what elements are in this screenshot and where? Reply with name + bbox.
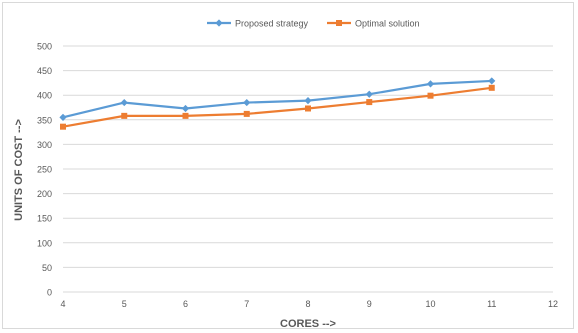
x-tick-label: 6 xyxy=(183,299,188,309)
y-tick-label: 200 xyxy=(37,189,52,199)
optimal-solution-point xyxy=(60,123,66,130)
x-axis-label: CORES --> xyxy=(280,318,336,330)
chart-frame xyxy=(2,2,574,329)
x-tick-label: 4 xyxy=(60,299,65,309)
proposed-strategy-point xyxy=(426,80,435,88)
optimal-solution-point xyxy=(366,99,373,106)
y-tick-label: 50 xyxy=(42,263,52,273)
optimal-solution-point xyxy=(182,112,189,119)
y-tick-label: 500 xyxy=(37,42,52,52)
legend: Proposed strategy Optimal solution xyxy=(207,19,420,29)
proposed-strategy-point xyxy=(181,104,190,113)
proposed-strategy-point xyxy=(243,98,251,107)
legend-proposed-strategy-marker xyxy=(215,19,223,27)
legend-proposed-strategy-label: Proposed strategy xyxy=(235,19,309,29)
y-tick-label: 400 xyxy=(37,91,52,101)
x-axis: 4 5 6 7 8 9 10 11 12 xyxy=(60,299,558,309)
proposed-strategy-line xyxy=(62,79,492,119)
series-group xyxy=(59,77,496,130)
proposed-strategy-point xyxy=(365,90,373,98)
y-axis: 0 50 100 150 200 250 300 350 400 450 500 xyxy=(37,42,52,298)
y-axis-label: UNITS OF COST --> xyxy=(13,119,25,221)
x-tick-label: 8 xyxy=(305,299,310,309)
legend-optimal-solution-marker xyxy=(336,20,342,26)
y-tick-label: 350 xyxy=(37,115,52,125)
x-tick-label: 12 xyxy=(548,299,558,309)
y-tick-label: 450 xyxy=(37,66,52,76)
optimal-solution-point xyxy=(305,105,311,112)
x-tick-label: 7 xyxy=(244,299,249,309)
gridlines xyxy=(63,45,553,293)
x-tick-label: 9 xyxy=(367,299,372,309)
y-tick-label: 0 xyxy=(47,288,52,298)
y-tick-label: 100 xyxy=(37,238,52,248)
legend-optimal-solution-label: Optimal solution xyxy=(355,19,420,29)
optimal-solution-point xyxy=(427,92,434,99)
optimal-solution-point xyxy=(243,110,250,117)
x-tick-label: 5 xyxy=(122,299,127,309)
y-tick-label: 150 xyxy=(37,214,52,224)
optimal-solution-point xyxy=(121,112,128,119)
optimal-solution-line xyxy=(62,86,492,128)
x-tick-label: 11 xyxy=(487,299,496,309)
y-tick-label: 250 xyxy=(37,165,52,175)
proposed-strategy-point xyxy=(304,97,312,105)
x-tick-label: 10 xyxy=(425,299,435,309)
optimal-solution-point xyxy=(488,84,495,91)
proposed-strategy-point xyxy=(488,77,496,85)
y-tick-label: 300 xyxy=(37,140,52,150)
proposed-strategy-point xyxy=(59,113,67,121)
proposed-strategy-point xyxy=(120,98,128,107)
